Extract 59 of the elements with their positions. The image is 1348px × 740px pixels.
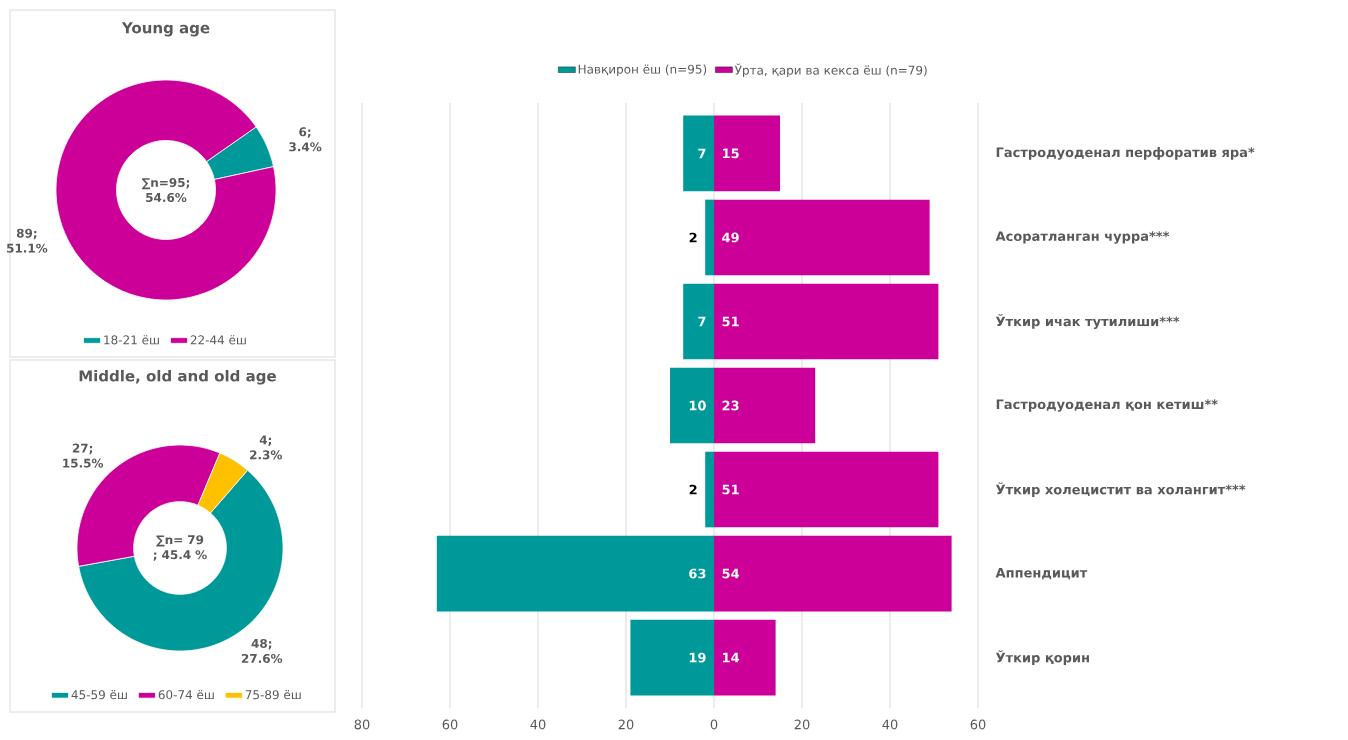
y-tick-label: Ўткир холецистит ва холангит*** [995,482,1246,497]
bar [705,199,715,276]
x-tick-label: 60 [442,719,458,730]
x-tick-label: 40 [882,719,898,730]
bar [670,367,715,444]
data-label: 4; 2.3% [250,435,283,460]
data-label: 48; 27.6% [241,638,283,663]
data-label: 15 [723,148,739,159]
x-tick-label: 0 [710,719,718,730]
y-tick-label: Ўткир қорин [995,650,1089,665]
data-label: 2 [689,232,697,243]
text: ∑n= 79 ; 45.4 % [153,535,207,561]
x-tick-label: 40 [530,719,546,730]
data-label: 10 [689,400,706,411]
data-label: 23 [722,400,739,411]
chart-title: Young age [121,22,210,37]
bar [683,283,715,360]
data-label: 63 [689,568,706,579]
data-label: 89; 51.1% [7,228,48,253]
data-label: 6; 3.4% [289,127,322,152]
text: ∑n=95; 54.6% [141,177,190,203]
data-label: 14 [723,652,740,663]
legend-label: 45-59 ёш [71,689,127,700]
data-label: 27; 15.5% [63,443,104,468]
x-tick-label: 80 [354,719,370,730]
chart-title: Middle, old and old age [79,369,276,385]
legend-label: 60-74 ёш [158,689,214,700]
bar [683,115,715,192]
bar [714,535,952,612]
legend-label: 22-44 ёш [190,335,246,345]
bar [714,283,939,360]
bar [436,535,715,612]
y-tick-label: Асоратланган чурра*** [995,231,1170,244]
bar [630,619,715,696]
bar [705,451,715,528]
bar [714,115,781,192]
data-label: 51 [722,316,739,327]
legend-label: 75-89 ёш [245,689,301,700]
bar [714,367,816,444]
x-tick-label: 60 [970,719,986,730]
bar [714,619,776,696]
data-label: 19 [689,652,706,663]
x-tick-label: 20 [794,719,810,730]
data-label: 7 [698,316,706,327]
data-label: 51 [722,484,739,495]
y-tick-label: Ўткир ичак тутилиши*** [995,314,1180,329]
y-tick-label: Гастродуоденал қон кетиш** [996,399,1218,412]
y-tick-label: Гастродуоденал перфоратив яра* [996,147,1255,160]
legend-label: Навқирон ёш (n=95) [578,64,707,77]
bar [714,199,930,276]
y-tick-label: Аппендицит [995,567,1088,580]
bar [714,451,939,528]
x-tick-label: 20 [618,719,634,730]
data-label: 7 [698,148,706,159]
data-label: 2 [689,484,697,495]
legend-label: 18-21 ёш [104,335,159,345]
data-label: 49 [722,232,739,243]
legend-label: Ўрта, қари ва кекса ёш (n=79) [734,63,927,78]
data-label: 54 [722,568,740,579]
